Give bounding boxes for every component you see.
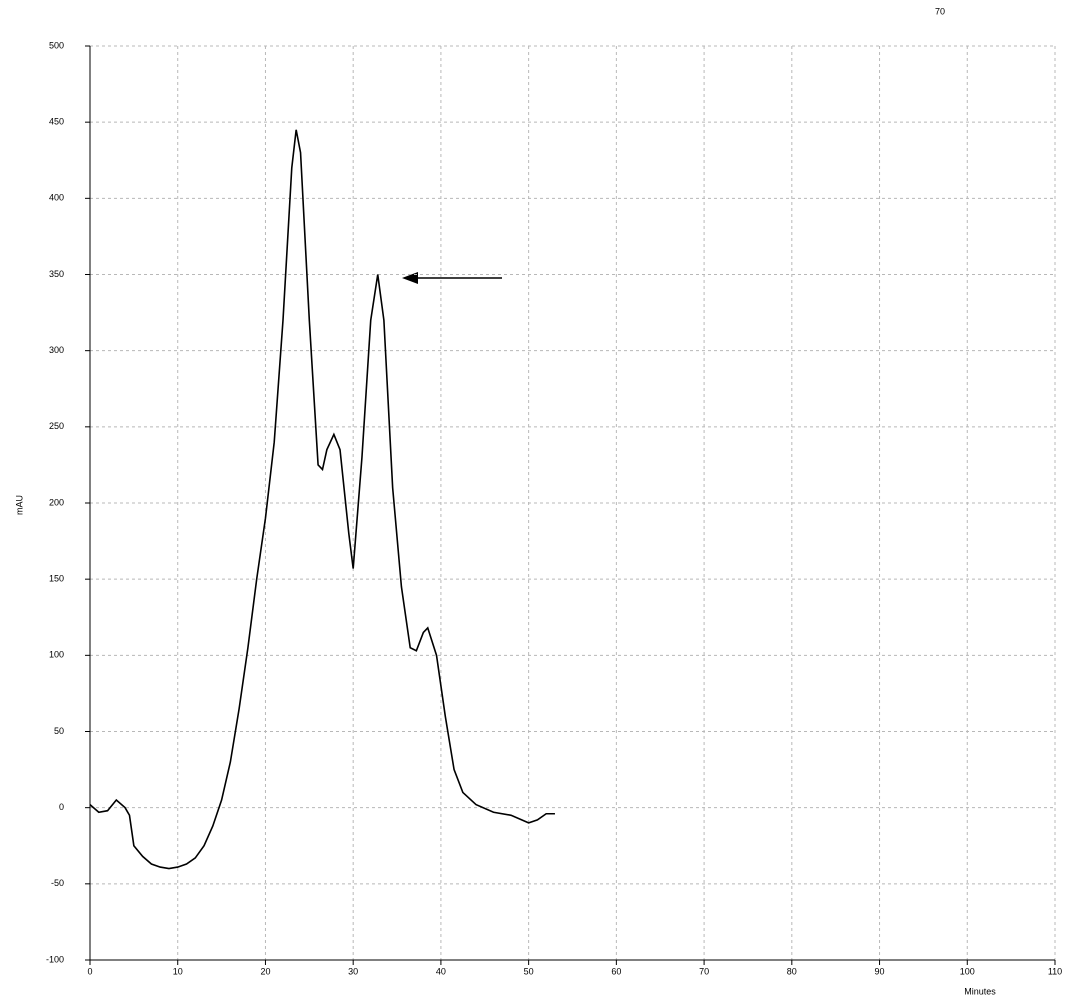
annotation-arrow: [402, 272, 502, 284]
x-tick-label: 30: [348, 966, 358, 976]
x-tick-label: 70: [699, 966, 709, 976]
y-tick-label: 350: [49, 269, 64, 279]
y-tick-label: 500: [49, 40, 64, 50]
y-tick-label: 200: [49, 497, 64, 507]
y-tick-label: 250: [49, 421, 64, 431]
x-tick-label: 80: [787, 966, 797, 976]
y-tick-label: 100: [49, 650, 64, 660]
y-tick-label: -100: [46, 954, 64, 964]
y-tick-label: 300: [49, 345, 64, 355]
chromatogram-line: [90, 130, 555, 869]
x-tick-label: 40: [436, 966, 446, 976]
x-tick-label: 110: [1048, 966, 1062, 976]
x-tick-label: 10: [173, 966, 183, 976]
x-tick-label: 0: [87, 966, 92, 976]
x-tick-label: 20: [260, 966, 270, 976]
arrow-head: [402, 272, 418, 284]
y-axis-label: mAU: [14, 495, 24, 515]
chart: 70 mAU Minutes -100-50050100150200250300…: [0, 0, 1066, 999]
page-number: 70: [935, 6, 945, 16]
y-tick-label: 400: [49, 193, 64, 203]
x-tick-label: 90: [875, 966, 885, 976]
x-tick-label: 100: [960, 966, 975, 976]
page: {"chart_data": {"type": "line", "page_nu…: [0, 0, 1066, 999]
x-tick-label: 50: [524, 966, 534, 976]
y-tick-label: 150: [49, 574, 64, 584]
y-tick-label: 450: [49, 117, 64, 127]
y-tick-label: -50: [51, 878, 64, 888]
x-tick-label: 60: [611, 966, 621, 976]
x-axis-label: Minutes: [964, 986, 996, 996]
y-tick-label: 0: [59, 802, 64, 812]
y-tick-label: 50: [54, 726, 64, 736]
